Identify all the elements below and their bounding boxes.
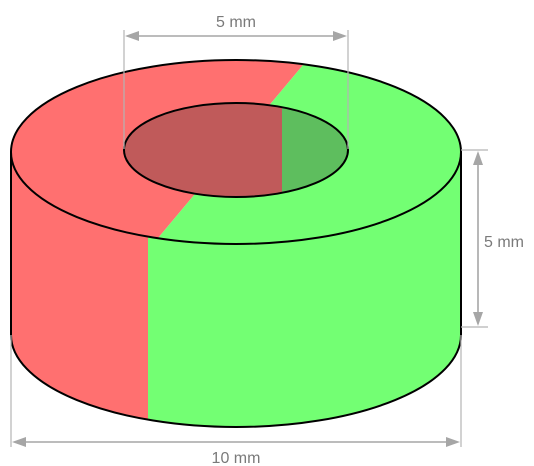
- inner-diameter-dimension: 5 mm: [123, 14, 349, 149]
- outer-diameter-arrow-right: [446, 437, 460, 447]
- height-arrow-bottom: [473, 312, 483, 326]
- side-outline: [10, 152, 462, 428]
- height-arrow-top: [473, 151, 483, 165]
- inner-diameter-arrow-right: [333, 31, 347, 41]
- top-outer-edge: [10, 59, 462, 245]
- outer-diameter-label: 10 mm: [212, 450, 261, 466]
- hole-edge: [123, 102, 349, 198]
- inner-diameter-label: 5 mm: [216, 14, 256, 31]
- magnet-center-hole: [123, 102, 349, 198]
- height-label: 5 mm: [484, 234, 524, 251]
- outer-diameter-arrow-left: [12, 437, 26, 447]
- outer-diameter-dimension: 10 mm: [10, 335, 462, 466]
- inner-diameter-arrow-left: [125, 31, 139, 41]
- height-dimension: 5 mm: [461, 149, 524, 328]
